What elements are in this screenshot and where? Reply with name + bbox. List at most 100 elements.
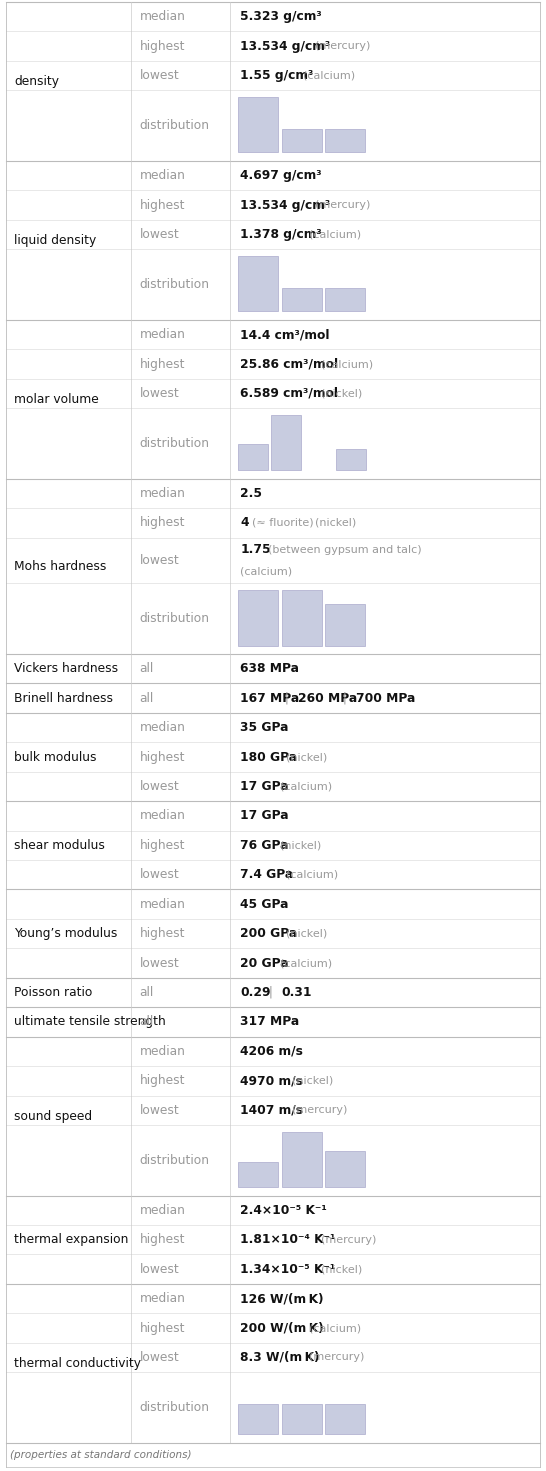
- Text: 4.697 g/cm³: 4.697 g/cm³: [240, 169, 322, 182]
- Text: highest: highest: [139, 40, 185, 53]
- Text: lowest: lowest: [139, 780, 179, 793]
- Bar: [282, 1133, 322, 1187]
- Text: 1407 m/s: 1407 m/s: [240, 1103, 303, 1116]
- Text: 4206 m/s: 4206 m/s: [240, 1044, 303, 1058]
- Text: |: |: [282, 691, 293, 705]
- Text: lowest: lowest: [139, 1262, 179, 1275]
- Text: (≈ fluorite): (≈ fluorite): [252, 518, 314, 528]
- Text: |: |: [265, 986, 276, 999]
- Text: 317 MPa: 317 MPa: [240, 1015, 300, 1028]
- Text: (calcium): (calcium): [286, 869, 338, 880]
- Text: (mercury): (mercury): [315, 200, 370, 210]
- Text: lowest: lowest: [139, 1350, 179, 1364]
- Text: 4970 m/s: 4970 m/s: [240, 1074, 303, 1087]
- Text: (nickel): (nickel): [315, 518, 356, 528]
- Text: 4: 4: [240, 516, 249, 530]
- Text: 1.81×10⁻⁴ K⁻¹: 1.81×10⁻⁴ K⁻¹: [240, 1233, 336, 1246]
- Text: median: median: [139, 721, 185, 734]
- Text: 638 MPa: 638 MPa: [240, 662, 299, 675]
- Bar: [282, 1403, 322, 1434]
- Text: median: median: [139, 10, 185, 24]
- Text: (calcium): (calcium): [280, 958, 332, 968]
- Bar: [238, 256, 278, 312]
- Text: bulk modulus: bulk modulus: [14, 750, 97, 763]
- Bar: [238, 97, 278, 153]
- Text: highest: highest: [139, 199, 185, 212]
- Text: liquid density: liquid density: [14, 234, 96, 247]
- Text: thermal expansion: thermal expansion: [14, 1233, 128, 1246]
- Text: all: all: [139, 986, 154, 999]
- Text: (calcium): (calcium): [280, 781, 332, 791]
- Bar: [282, 590, 322, 646]
- Bar: [336, 450, 366, 471]
- Text: 1.55 g/cm³: 1.55 g/cm³: [240, 69, 313, 82]
- Text: highest: highest: [139, 357, 185, 371]
- Bar: [271, 415, 301, 471]
- Text: distribution: distribution: [139, 1400, 210, 1414]
- Bar: [325, 605, 365, 646]
- Text: 35 GPa: 35 GPa: [240, 721, 289, 734]
- Text: (nickel): (nickel): [321, 1264, 362, 1274]
- Text: distribution: distribution: [139, 437, 210, 450]
- Text: (calcium): (calcium): [321, 359, 373, 369]
- Text: shear modulus: shear modulus: [14, 838, 105, 852]
- Text: median: median: [139, 487, 185, 500]
- Text: (calcium): (calcium): [240, 566, 293, 577]
- Text: distribution: distribution: [139, 278, 210, 291]
- Text: (calcium): (calcium): [309, 1322, 361, 1333]
- Text: highest: highest: [139, 1321, 185, 1334]
- Text: 17 GPa: 17 GPa: [240, 780, 289, 793]
- Text: (properties at standard conditions): (properties at standard conditions): [10, 1450, 192, 1459]
- Text: median: median: [139, 169, 185, 182]
- Text: 17 GPa: 17 GPa: [240, 809, 289, 822]
- Text: median: median: [139, 328, 185, 341]
- Text: lowest: lowest: [139, 1103, 179, 1116]
- Text: 200 W/(m K): 200 W/(m K): [240, 1321, 324, 1334]
- Text: lowest: lowest: [139, 387, 179, 400]
- Text: (nickel): (nickel): [280, 840, 322, 850]
- Text: 6.589 cm³/mol: 6.589 cm³/mol: [240, 387, 339, 400]
- Text: (nickel): (nickel): [286, 752, 327, 762]
- Bar: [238, 1162, 278, 1187]
- Text: Vickers hardness: Vickers hardness: [14, 662, 118, 675]
- Text: 1.378 g/cm³: 1.378 g/cm³: [240, 228, 322, 241]
- Text: 13.534 g/cm³: 13.534 g/cm³: [240, 199, 330, 212]
- Text: 20 GPa: 20 GPa: [240, 956, 289, 969]
- Bar: [325, 288, 365, 312]
- Text: highest: highest: [139, 838, 185, 852]
- Text: 700 MPa: 700 MPa: [357, 691, 416, 705]
- Text: density: density: [14, 75, 59, 88]
- Text: 0.31: 0.31: [282, 986, 312, 999]
- Text: 25.86 cm³/mol: 25.86 cm³/mol: [240, 357, 339, 371]
- Text: 1.34×10⁻⁵ K⁻¹: 1.34×10⁻⁵ K⁻¹: [240, 1262, 336, 1275]
- Text: highest: highest: [139, 927, 185, 940]
- Text: sound speed: sound speed: [14, 1109, 92, 1122]
- Bar: [325, 1403, 365, 1434]
- Text: 7.4 GPa: 7.4 GPa: [240, 868, 294, 881]
- Text: lowest: lowest: [139, 228, 179, 241]
- Text: (calcium): (calcium): [303, 71, 355, 81]
- Text: (mercury): (mercury): [309, 1352, 365, 1362]
- Text: distribution: distribution: [139, 612, 210, 625]
- Text: (between gypsum and talc): (between gypsum and talc): [269, 544, 422, 555]
- Text: |: |: [340, 691, 351, 705]
- Text: lowest: lowest: [139, 868, 179, 881]
- Text: 2.5: 2.5: [240, 487, 262, 500]
- Bar: [238, 1403, 278, 1434]
- Text: 76 GPa: 76 GPa: [240, 838, 289, 852]
- Text: highest: highest: [139, 1074, 185, 1087]
- Text: lowest: lowest: [139, 555, 179, 566]
- Text: 13.534 g/cm³: 13.534 g/cm³: [240, 40, 330, 53]
- Text: 167 MPa: 167 MPa: [240, 691, 300, 705]
- Bar: [238, 590, 278, 646]
- Bar: [325, 129, 365, 153]
- Text: thermal conductivity: thermal conductivity: [14, 1356, 141, 1370]
- Text: 5.323 g/cm³: 5.323 g/cm³: [240, 10, 322, 24]
- Text: 2.4×10⁻⁵ K⁻¹: 2.4×10⁻⁵ K⁻¹: [240, 1203, 327, 1217]
- Text: 0.29: 0.29: [240, 986, 271, 999]
- Text: lowest: lowest: [139, 69, 179, 82]
- Text: highest: highest: [139, 516, 185, 530]
- Text: Poisson ratio: Poisson ratio: [14, 986, 92, 999]
- Text: 180 GPa: 180 GPa: [240, 750, 298, 763]
- Text: molar volume: molar volume: [14, 393, 99, 406]
